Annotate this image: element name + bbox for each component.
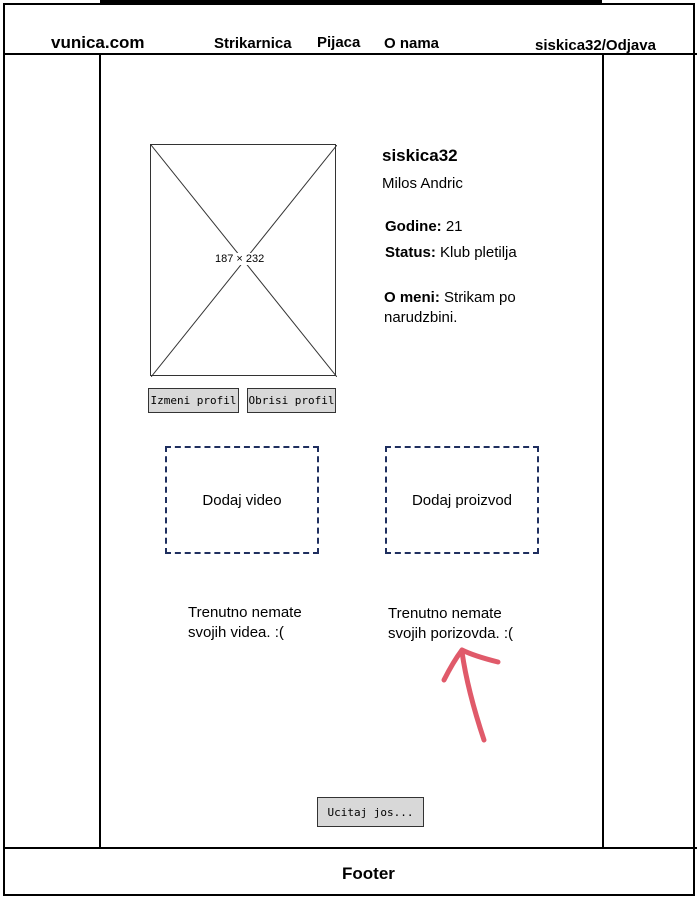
- status-label: Status:: [385, 244, 436, 261]
- videos-empty-message: Trenutno nemate svojih videa. :(: [188, 604, 302, 641]
- add-video-button[interactable]: Dodaj video: [165, 446, 319, 554]
- edit-profile-button[interactable]: Izmeni profil: [148, 388, 239, 413]
- nav-o-nama[interactable]: O nama: [384, 35, 440, 52]
- status-row: Status: Klub pletilja: [385, 243, 517, 263]
- about-row: O meni: Strikam po narudzbini.: [384, 288, 544, 328]
- age-value: 21: [445, 218, 463, 235]
- products-empty-message: Trenutno nemate svojih porizovda. :(: [388, 605, 514, 642]
- profile-username: siskica32: [382, 146, 458, 165]
- nav-strikarnica[interactable]: Strikarnica: [214, 35, 292, 52]
- annotation-arrow-icon: [441, 647, 501, 743]
- delete-profile-button[interactable]: Obrisi profil: [247, 388, 336, 413]
- status-value: Klub pletilja: [440, 244, 517, 261]
- profile-full-name: Milos Andric: [382, 175, 463, 192]
- site-logo[interactable]: vunica.com: [51, 33, 145, 52]
- right-column-divider: [602, 55, 604, 848]
- page-frame: [3, 3, 695, 896]
- left-column-divider: [99, 55, 101, 848]
- header-divider: [3, 53, 697, 55]
- profile-photo-placeholder: 187 × 232: [150, 144, 337, 377]
- about-label: O meni:: [384, 289, 440, 306]
- user-logout-link[interactable]: siskica32/Odjava: [535, 37, 656, 54]
- top-border-accent: [100, 0, 602, 4]
- photo-size-label: 187 × 232: [214, 253, 266, 265]
- age-row: Godine: 21: [385, 217, 463, 237]
- age-label: Godine:: [385, 218, 442, 235]
- nav-pijaca[interactable]: Pijaca: [317, 34, 361, 51]
- about-value: Strikam po narudzbini.: [384, 289, 516, 326]
- load-more-button[interactable]: Ucitaj jos...: [317, 797, 424, 827]
- add-product-button[interactable]: Dodaj proizvod: [385, 446, 539, 554]
- footer-divider: [3, 847, 697, 849]
- footer-label: Footer: [342, 864, 395, 883]
